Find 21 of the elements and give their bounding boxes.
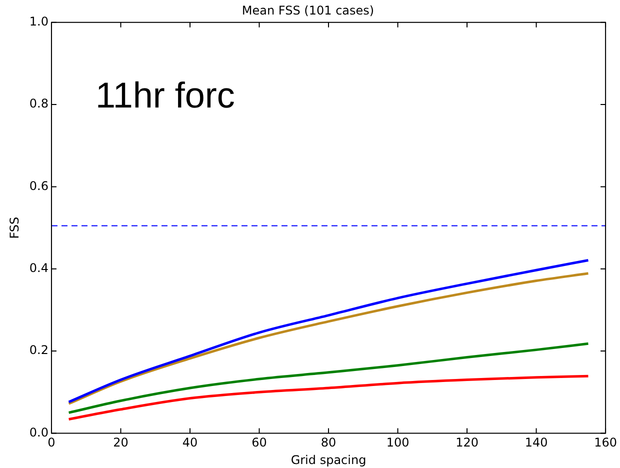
- y-tick-label: 0.2: [29, 343, 48, 358]
- x-tick-label: 160: [594, 436, 617, 450]
- x-axis-title: Grid spacing: [290, 452, 366, 467]
- x-tick-label: 40: [182, 436, 198, 450]
- x-tick-label: 0: [48, 436, 56, 450]
- x-tick-label: 60: [252, 436, 267, 450]
- chart-title: Mean FSS (101 cases): [242, 3, 374, 18]
- y-tick-label: 0.6: [29, 178, 48, 193]
- y-axis-title: FSS: [7, 216, 22, 239]
- x-tick-label: 120: [456, 436, 478, 450]
- line-series: [68, 342, 590, 414]
- y-tick-label: 0.8: [29, 96, 48, 111]
- y-tick-label: 1.0: [29, 14, 48, 29]
- x-tick-label: 20: [113, 436, 128, 450]
- y-tick-label: 0.0: [29, 425, 48, 440]
- x-tick-label: 100: [386, 436, 410, 450]
- annotation: 11hr forc: [95, 74, 235, 116]
- y-tick-label: 0.4: [29, 261, 48, 276]
- x-tick-label: 80: [320, 436, 336, 450]
- x-tick-label: 140: [524, 436, 548, 450]
- line-series: [68, 374, 590, 420]
